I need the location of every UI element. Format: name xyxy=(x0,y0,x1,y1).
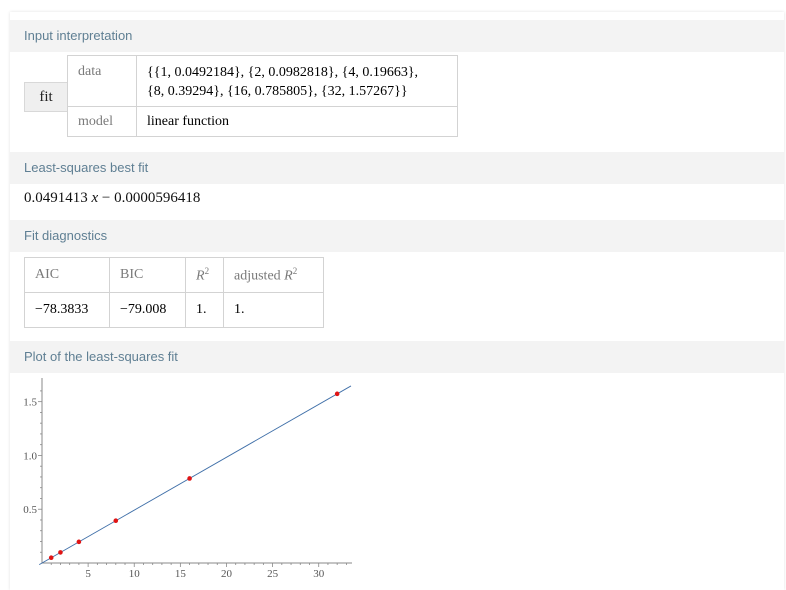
data-point xyxy=(113,518,119,524)
result-card: Input interpretation fit data {{1, 0.049… xyxy=(10,12,784,590)
pod-title-input: Input interpretation xyxy=(24,28,133,43)
pod-header-best-fit: Least-squares best fit xyxy=(10,152,784,184)
model-value: linear function xyxy=(136,106,458,137)
diagnostics-table: AIC BIC R2 adjusted R2 −78.3833 −79.008 … xyxy=(24,257,324,328)
bic-value: −79.008 xyxy=(109,292,186,328)
data-point xyxy=(48,555,54,561)
data-key: data xyxy=(67,55,137,107)
pod-title-plot: Plot of the least-squares fit xyxy=(24,349,178,364)
pod-header-input: Input interpretation xyxy=(10,20,784,52)
plot-axes: 5 10 15 20 25 30 0.5 1.0 1.5 xyxy=(23,378,352,580)
y-tick-label: 0.5 xyxy=(23,504,37,516)
data-point xyxy=(187,476,192,481)
fit-formula: 0.0491413 x − 0.0000596418 xyxy=(24,190,200,207)
pod-header-plot: Plot of the least-squares fit xyxy=(10,341,784,373)
input-table: data {{1, 0.0492184}, {2, 0.0982818}, {4… xyxy=(67,55,458,137)
data-value-line2: {8, 0.39294}, {16, 0.785805}, {32, 1.572… xyxy=(147,84,408,99)
y-tick-label: 1.5 xyxy=(23,397,37,409)
data-point xyxy=(58,550,63,555)
r2-value: 1. xyxy=(185,292,224,328)
data-value-line1: {{1, 0.0492184}, {2, 0.0982818}, {4, 0.1… xyxy=(147,65,419,80)
pod-header-diagnostics: Fit diagnostics xyxy=(10,220,784,252)
pod-title-best-fit: Least-squares best fit xyxy=(24,160,149,175)
bic-header: BIC xyxy=(109,257,186,293)
x-tick-label: 30 xyxy=(313,568,325,580)
plot-marks xyxy=(39,385,352,565)
pod-title-diagnostics: Fit diagnostics xyxy=(24,228,108,243)
x-tick-label: 5 xyxy=(85,568,91,580)
fit-line xyxy=(39,385,352,565)
adjusted-r2-value: 1. xyxy=(223,292,324,328)
data-point xyxy=(334,391,340,397)
fit-var: x xyxy=(91,190,99,206)
aic-value: −78.3833 xyxy=(24,292,110,328)
data-value: {{1, 0.0492184}, {2, 0.0982818}, {4, 0.1… xyxy=(136,55,458,107)
x-tick-label: 20 xyxy=(221,568,233,580)
data-point xyxy=(76,539,82,545)
aic-header: AIC xyxy=(24,257,110,293)
y-tick-label: 1.0 xyxy=(23,450,37,462)
fit-rest: − 0.0000596418 xyxy=(101,190,201,206)
model-key: model xyxy=(67,106,137,137)
x-tick-label: 10 xyxy=(129,568,141,580)
x-tick-label: 15 xyxy=(175,568,187,580)
x-tick-label: 25 xyxy=(267,568,279,580)
fit-coef: 0.0491413 xyxy=(24,190,88,206)
